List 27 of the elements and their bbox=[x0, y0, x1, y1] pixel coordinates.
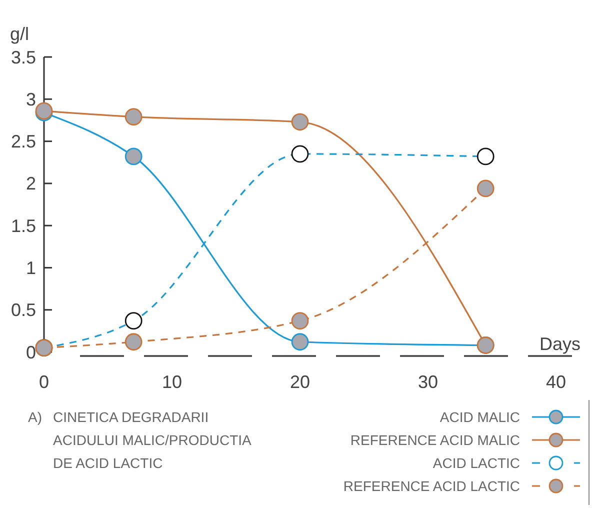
y-axis-title: g/l bbox=[10, 24, 30, 44]
x-axis-title: Days bbox=[539, 334, 581, 354]
y-tick-label: 1 bbox=[26, 258, 36, 278]
legend-label: REFERENCE ACID MALIC bbox=[350, 432, 520, 448]
y-tick-label: 2.5 bbox=[10, 132, 36, 152]
y-tick-label: 3.5 bbox=[10, 47, 36, 68]
text: A) CINETICA DEGRADARII ACIDULUI MALIC/PRODUCTIA DE ACID LACTIC bbox=[28, 409, 252, 471]
point bbox=[124, 148, 142, 166]
x-tick-label: 0 bbox=[38, 372, 50, 392]
point bbox=[476, 180, 494, 198]
point bbox=[291, 312, 309, 330]
legend-label: ACID MALIC bbox=[440, 408, 520, 425]
y-tick-label: 2 bbox=[26, 174, 36, 194]
x-tick-label: 30 bbox=[418, 372, 438, 392]
y-tick-label: 3 bbox=[26, 89, 36, 110]
point bbox=[291, 333, 309, 351]
point bbox=[291, 113, 309, 131]
point bbox=[124, 108, 142, 126]
y-tick-label: 0 bbox=[26, 342, 36, 362]
x-tick-label: 20 bbox=[290, 372, 310, 392]
x-tick-label: 10 bbox=[162, 372, 182, 392]
y-tick-label: 1.5 bbox=[10, 216, 36, 236]
point bbox=[124, 333, 142, 351]
x-tick-label: 40 bbox=[546, 372, 566, 392]
legend-label: ACID LACTIC bbox=[432, 454, 520, 471]
legend-label: REFERENCE ACID LACTIC bbox=[343, 478, 520, 494]
y-tick-label: 0.5 bbox=[10, 300, 36, 320]
